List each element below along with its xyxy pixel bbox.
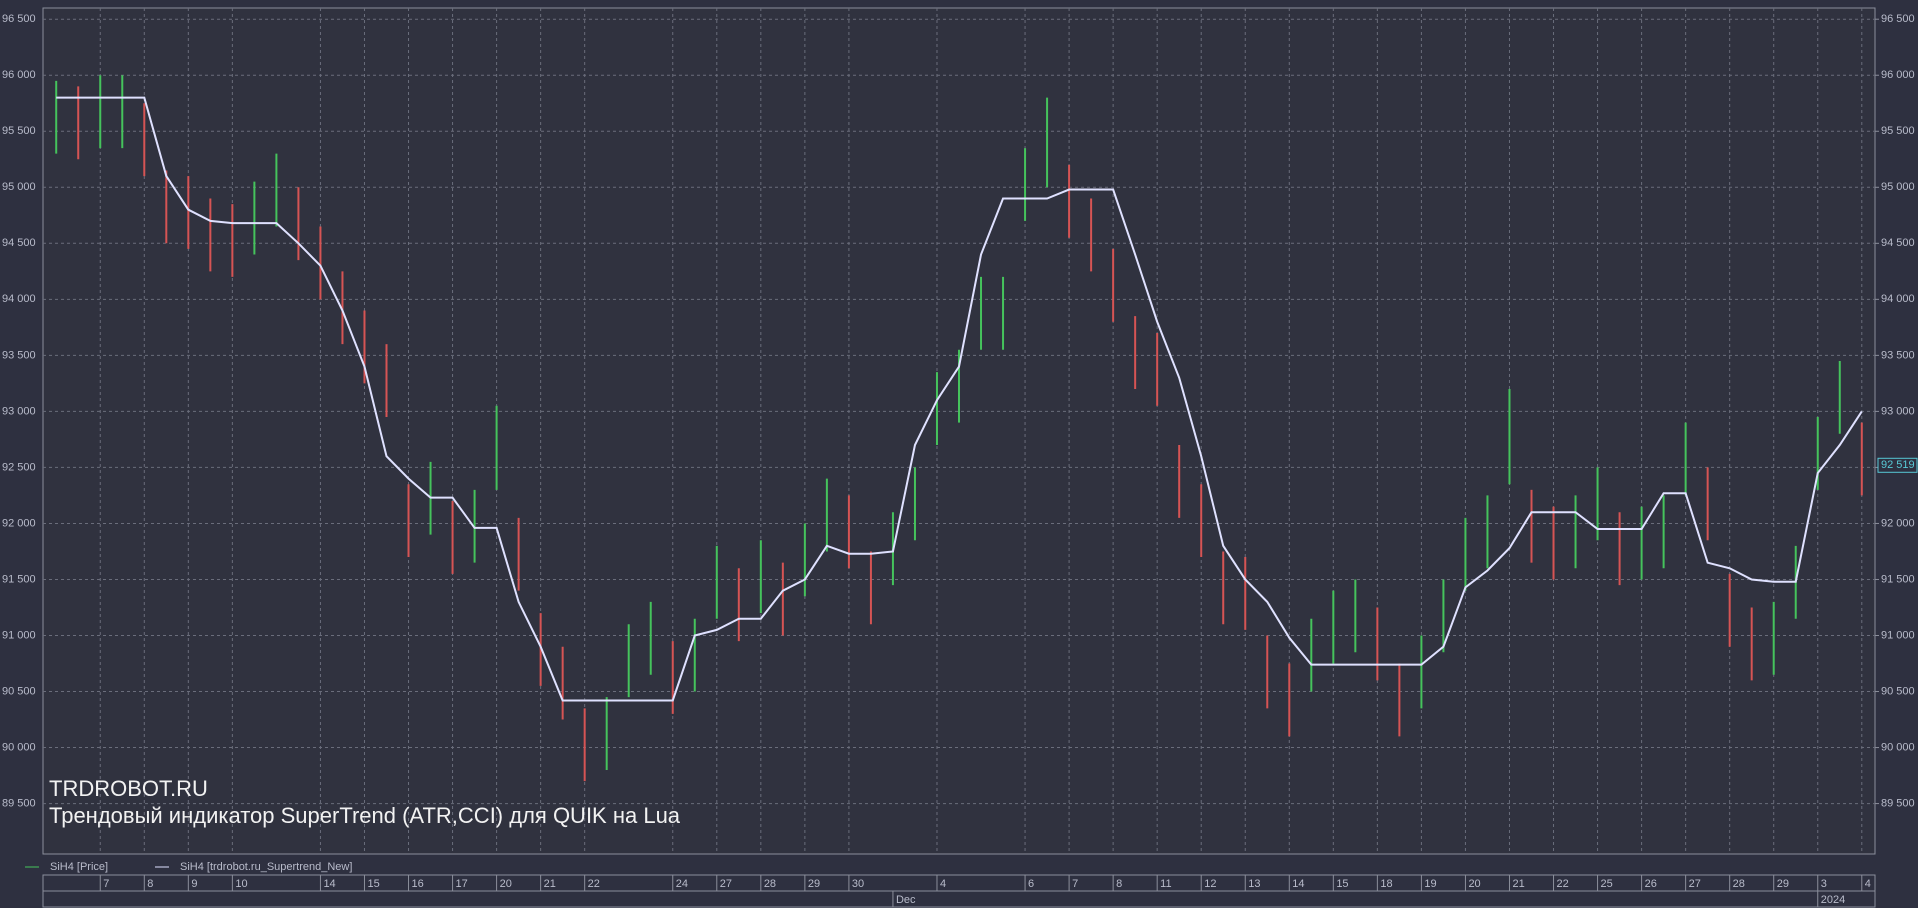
x-tick-label: 25 [1601,878,1613,890]
watermark-title: TRDROBOT.RU [49,776,208,801]
y-tick-label: 95 500 [2,125,36,137]
y-tick-label-right: 93 500 [1881,349,1915,361]
y-tick-label: 90 500 [2,685,36,697]
x-tick-label: 4 [940,878,946,890]
x-tick-label: 8 [147,878,153,890]
grid: 89 500 89 500 90 000 90 000 90 500 90 500 91 0… [2,8,1915,907]
x-tick-label: 6 [1028,878,1034,890]
x-tick-label: 14 [323,878,335,890]
plot-area [42,7,1876,855]
y-tick-label: 89 500 [2,797,36,809]
y-tick-label: 93 500 [2,349,36,361]
y-tick-label-right: 91 500 [1881,573,1915,585]
x-tick-label: 15 [1336,878,1348,890]
y-tick-label: 94 000 [2,293,36,305]
x-tick-label: 9 [191,878,197,890]
x-tick-label: 26 [1645,878,1657,890]
x-tick-label: 27 [1689,878,1701,890]
x-tick-label: 14 [1292,878,1304,890]
x-tick-label: 8 [1116,878,1122,890]
y-tick-label-right: 90 500 [1881,685,1915,697]
y-tick-label-right: 93 000 [1881,405,1915,417]
marks [55,75,1863,782]
x-tick-label: 22 [588,878,600,890]
x-tick-label: 20 [500,878,512,890]
y-tick-label: 91 000 [2,629,36,641]
legend: SiH4 [Price] SiH4 [trdrobot.ru_Supertrend… [25,861,352,873]
x-tick-label: 28 [1733,878,1745,890]
legend-label: SiH4 [trdrobot.ru_Supertrend_New] [180,861,352,873]
y-tick-label: 92 500 [2,461,36,473]
y-tick-label-right: 95 500 [1881,125,1915,137]
x-tick-label: 15 [367,878,379,890]
x-tick-label: 12 [1204,878,1216,890]
x-tick-label: 3 [1821,878,1827,890]
x-tick-label: 24 [676,878,688,890]
x-tick-label: 29 [808,878,820,890]
x-tick-label: 22 [1557,878,1569,890]
y-tick-label-right: 92 000 [1881,517,1915,529]
y-tick-label-right: 94 000 [1881,293,1915,305]
x-tick-label: 20 [1468,878,1480,890]
y-tick-label: 90 000 [2,741,36,753]
y-tick-label-right: 94 500 [1881,237,1915,249]
y-tick-label: 93 000 [2,405,36,417]
x-tick-label: 19 [1424,878,1436,890]
x-tick-label: 30 [852,878,864,890]
last-price-label: 92 519 [1881,459,1915,471]
y-tick-label: 95 000 [2,181,36,193]
month-axis [42,890,1876,908]
x-tick-label: 16 [412,878,424,890]
x-tick-label: 7 [1072,878,1078,890]
x-tick-label: 10 [235,878,247,890]
y-tick-label: 91 500 [2,573,36,585]
y-tick-label-right: 95 000 [1881,181,1915,193]
x-tick-label: 4 [1865,878,1871,890]
y-tick-label: 96 000 [2,69,36,81]
x-tick-label: 17 [456,878,468,890]
x-tick-label: 11 [1160,878,1171,890]
x-tick-label: 27 [720,878,732,890]
x-tick-label: 21 [1512,878,1524,890]
x-tick-label: 13 [1248,878,1260,890]
y-tick-label: 94 500 [2,237,36,249]
x-tick-label: 21 [544,878,556,890]
x-tick-label: 28 [764,878,776,890]
y-tick-label-right: 91 000 [1881,629,1915,641]
month-label: 2024 [1821,894,1845,906]
month-label: Dec [896,894,916,906]
y-tick-label: 96 500 [2,13,36,25]
y-tick-label-right: 90 000 [1881,741,1915,753]
x-tick-label: 18 [1380,878,1392,890]
y-tick-label: 92 000 [2,517,36,529]
y-tick-label-right: 96 500 [1881,13,1915,25]
x-tick-label: 29 [1777,878,1789,890]
last-price-box [1877,457,1918,473]
x-tick-label: 7 [103,878,109,890]
y-tick-label-right: 96 000 [1881,69,1915,81]
legend-label: SiH4 [Price] [50,861,108,873]
y-tick-label-right: 89 500 [1881,797,1915,809]
watermark-subtitle: Трендовый индикатор SuperTrend (ATR,CCI)… [49,803,681,828]
supertrend-line [56,96,1863,702]
